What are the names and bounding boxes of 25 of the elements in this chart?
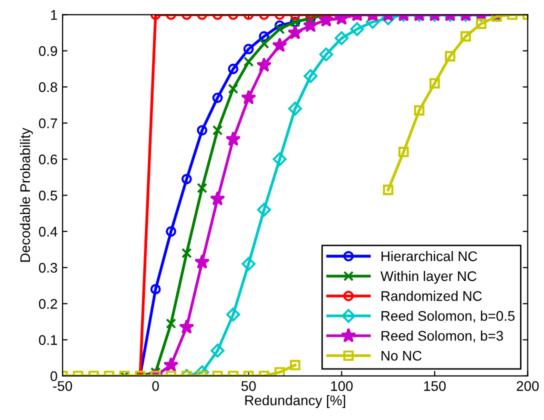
x-tick-label: -50 xyxy=(53,381,72,391)
legend-label: No NC xyxy=(382,350,422,361)
x-tick-label: 50 xyxy=(241,381,256,391)
x-tick-label: 200 xyxy=(516,381,539,391)
y-tick-label: 0.5 xyxy=(38,190,58,200)
y-tick-label: 0.2 xyxy=(38,298,58,309)
x-tick-label: 0 xyxy=(152,381,159,391)
legend-label: Within layer NC xyxy=(380,270,476,284)
legend-label: Randomized NC xyxy=(382,290,482,301)
y-tick-label: 0.6 xyxy=(38,154,58,164)
legend-label: Hierarchical NC xyxy=(382,250,478,262)
y-tick-label: 0.7 xyxy=(38,118,58,128)
legend-label: Reed Solomon, b=3 xyxy=(382,330,503,342)
y-tick-label: 0.1 xyxy=(38,335,58,345)
x-tick-label: 150 xyxy=(424,381,446,391)
legend-label: Reed Solomon, b=0.5 xyxy=(382,310,515,323)
y-axis-title: Decodable Probability xyxy=(20,128,33,262)
y-tick-label: 0.8 xyxy=(38,82,58,92)
x-axis-title: Redundancy [%] xyxy=(245,395,346,408)
y-tick-label: 0 xyxy=(50,371,58,382)
y-tick-label: 1 xyxy=(51,10,58,20)
x-tick-label: 100 xyxy=(331,381,353,391)
y-tick-label: 0.4 xyxy=(38,226,58,237)
y-tick-label: 0.9 xyxy=(38,46,58,56)
y-tick-label: 0.3 xyxy=(38,262,58,273)
